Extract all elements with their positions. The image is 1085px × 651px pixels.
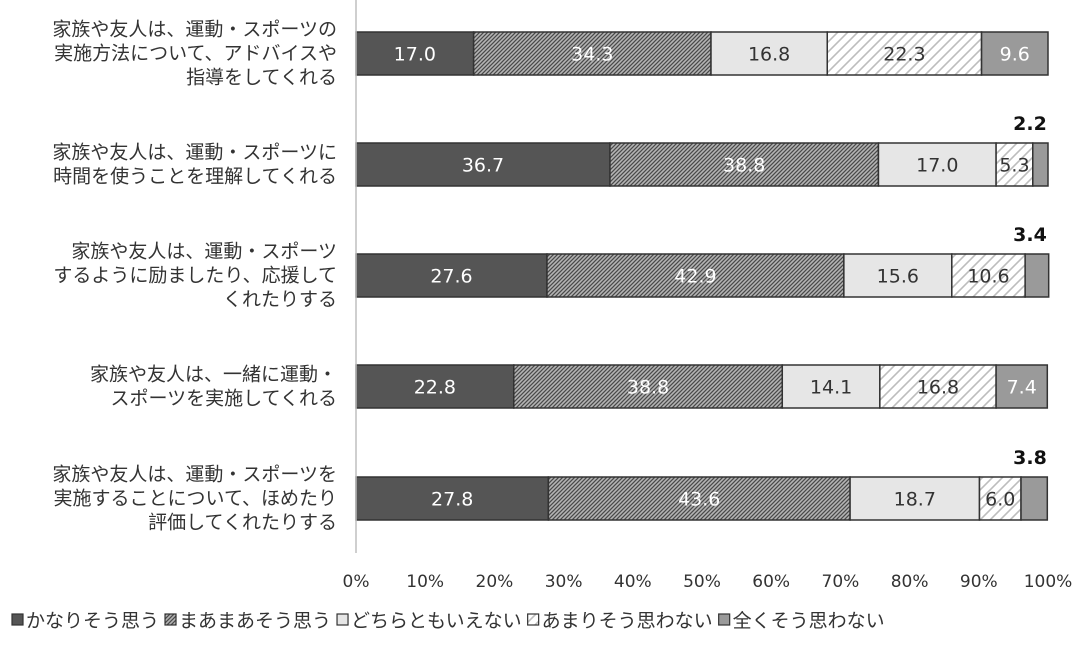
x-tick-label: 40%	[614, 572, 652, 592]
bar-segment	[951, 253, 1026, 298]
bar-segment	[879, 364, 997, 409]
bar-segment	[877, 142, 997, 187]
category-label: 家族や友人は、運動・スポーツに	[52, 142, 337, 164]
legend-swatch	[527, 613, 540, 626]
data-label: 2.2	[1013, 113, 1047, 135]
data-label: 16.8	[748, 44, 790, 66]
category-label: するように励ましたり、応援して	[53, 265, 337, 287]
legend-swatch	[718, 613, 731, 626]
data-label: 14.1	[810, 377, 852, 399]
data-label: 3.8	[1013, 447, 1047, 469]
bars-layer	[355, 31, 1050, 521]
data-label: 15.6	[877, 266, 919, 288]
legend-label: かなりそう思う	[26, 610, 159, 632]
category-label: 時間を使うことを理解してくれる	[53, 166, 337, 188]
bar-segment	[472, 31, 712, 76]
data-label: 36.7	[462, 155, 504, 177]
bar-segment	[1032, 142, 1049, 187]
legend-swatch	[164, 613, 177, 626]
x-tick-label: 20%	[476, 572, 514, 592]
data-label: 16.8	[917, 377, 959, 399]
category-label: 家族や友人は、運動・スポーツを	[52, 464, 337, 486]
data-label: 22.3	[883, 44, 925, 66]
x-tick-label: 0%	[343, 572, 370, 592]
category-label: 実施することについて、ほめたり	[54, 488, 337, 510]
bar-segment	[710, 31, 829, 76]
data-label: 7.4	[1007, 377, 1037, 399]
data-label: 22.8	[414, 377, 456, 399]
bar-segment	[995, 142, 1034, 187]
data-label: 9.6	[1000, 44, 1030, 66]
category-label: 家族や友人は、運動・スポーツの	[52, 19, 337, 41]
data-label: 6.0	[985, 489, 1015, 511]
legend-label: 全くそう思わない	[733, 610, 885, 632]
x-tick-label: 80%	[891, 572, 929, 592]
data-label: 17.0	[394, 44, 436, 66]
legend-swatch	[11, 613, 24, 626]
legend: かなりそう思う まあまあそう思う どちらともいえない あまりそう思わない 全くそう思わな…	[11, 610, 885, 632]
data-label: 27.6	[430, 266, 472, 288]
bar-segment	[995, 364, 1049, 409]
data-label: 34.3	[571, 44, 613, 66]
bar-segment	[609, 142, 880, 187]
category-label: くれたりする	[223, 289, 337, 311]
data-label: 17.0	[916, 155, 958, 177]
bar-segment	[1020, 476, 1049, 521]
legend-label: まあまあそう思う	[179, 610, 331, 632]
x-tick-label: 70%	[822, 572, 860, 592]
bar-segment	[843, 253, 953, 298]
x-tick-label: 30%	[545, 572, 583, 592]
data-label: 3.4	[1013, 224, 1047, 246]
segment-labels-layer: 17.0 34.3 16.8 22.3 9.6 36.7 38.8 17.0 5.3 2.2 27.…	[394, 44, 1047, 511]
data-label: 38.8	[723, 155, 765, 177]
x-tick-label: 60%	[752, 572, 790, 592]
x-axis-ticks-layer: 0% 10% 20% 30% 40% 50% 60% 70% 80% 90% 100%	[343, 572, 1073, 592]
category-label: 評価してくれたりする	[148, 512, 337, 534]
x-tick-label: 90%	[960, 572, 998, 592]
category-label: スポーツを実施してくれる	[111, 388, 337, 410]
bar-segment	[355, 364, 515, 409]
legend-swatch	[336, 613, 349, 626]
category-label: 家族や友人は、運動・スポーツ	[71, 241, 337, 263]
data-label: 38.8	[627, 377, 669, 399]
bar-segment	[980, 31, 1049, 76]
legend-label: どちらともいえない	[351, 610, 522, 632]
category-label: 実施方法について、アドバイスや	[54, 43, 337, 65]
x-tick-label: 10%	[406, 572, 444, 592]
data-label: 27.8	[431, 489, 473, 511]
data-label: 5.3	[999, 155, 1029, 177]
bar-segment	[1024, 253, 1050, 298]
x-tick-label: 50%	[683, 572, 721, 592]
x-tick-label: 100%	[1024, 572, 1073, 592]
category-labels-layer: 家族や友人は、運動・スポーツの実施方法について、アドバイスや指導をしてくれる家族…	[52, 19, 337, 534]
bar-segment	[546, 253, 845, 298]
category-label: 指導をしてくれる	[186, 67, 337, 89]
data-label: 18.7	[894, 489, 936, 511]
bar-segment	[849, 476, 981, 521]
data-label: 43.6	[678, 489, 720, 511]
data-label: 42.9	[674, 266, 716, 288]
category-label: 家族や友人は、一緒に運動・	[90, 364, 337, 386]
data-label: 10.6	[967, 266, 1009, 288]
legend-label: あまりそう思わない	[542, 610, 713, 632]
